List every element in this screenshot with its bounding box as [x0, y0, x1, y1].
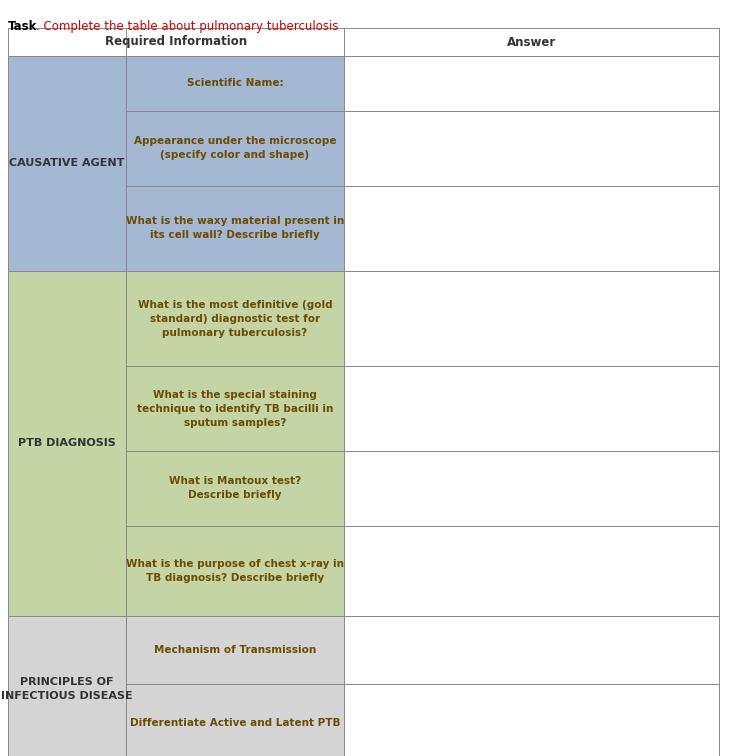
- Text: Differentiate Active and Latent PTB: Differentiate Active and Latent PTB: [130, 718, 340, 728]
- Bar: [344, 366, 719, 451]
- Text: What is the special staining
technique to identify TB bacilli in
sputum samples?: What is the special staining technique t…: [137, 389, 333, 427]
- Text: What is Mantoux test?
Describe briefly: What is Mantoux test? Describe briefly: [169, 476, 301, 500]
- Text: PTB DIAGNOSIS: PTB DIAGNOSIS: [18, 438, 116, 448]
- Bar: [344, 111, 719, 186]
- Bar: [344, 684, 719, 756]
- Bar: [344, 451, 719, 526]
- Bar: [126, 616, 344, 684]
- Bar: [8, 56, 126, 271]
- Text: Appearance under the microscope
(specify color and shape): Appearance under the microscope (specify…: [134, 137, 336, 160]
- Bar: [126, 366, 344, 451]
- Bar: [126, 186, 344, 271]
- Bar: [344, 56, 719, 111]
- Bar: [126, 451, 344, 526]
- Bar: [8, 271, 126, 616]
- Bar: [8, 28, 719, 56]
- Text: What is the most definitive (gold
standard) diagnostic test for
pulmonary tuberc: What is the most definitive (gold standa…: [138, 299, 332, 337]
- Text: . Complete the table about pulmonary tuberculosis: . Complete the table about pulmonary tub…: [36, 20, 338, 33]
- Bar: [126, 684, 344, 756]
- Text: Task: Task: [8, 20, 37, 33]
- Bar: [126, 271, 344, 366]
- Bar: [344, 616, 719, 684]
- Bar: [126, 526, 344, 616]
- Text: Mechanism of Transmission: Mechanism of Transmission: [154, 645, 316, 655]
- Text: CAUSATIVE AGENT: CAUSATIVE AGENT: [10, 159, 124, 169]
- Bar: [126, 56, 344, 111]
- Bar: [344, 271, 719, 366]
- Text: What is the purpose of chest x-ray in
TB diagnosis? Describe briefly: What is the purpose of chest x-ray in TB…: [126, 559, 344, 583]
- Bar: [126, 111, 344, 186]
- Bar: [344, 186, 719, 271]
- Text: Answer: Answer: [507, 36, 556, 48]
- Text: What is the waxy material present in
its cell wall? Describe briefly: What is the waxy material present in its…: [126, 216, 344, 240]
- Text: Required Information: Required Information: [105, 36, 247, 48]
- Bar: [344, 526, 719, 616]
- Text: Scientific Name:: Scientific Name:: [187, 79, 283, 88]
- Bar: [8, 616, 126, 756]
- Text: PRINCIPLES OF
INFECTIOUS DISEASE: PRINCIPLES OF INFECTIOUS DISEASE: [1, 677, 132, 701]
